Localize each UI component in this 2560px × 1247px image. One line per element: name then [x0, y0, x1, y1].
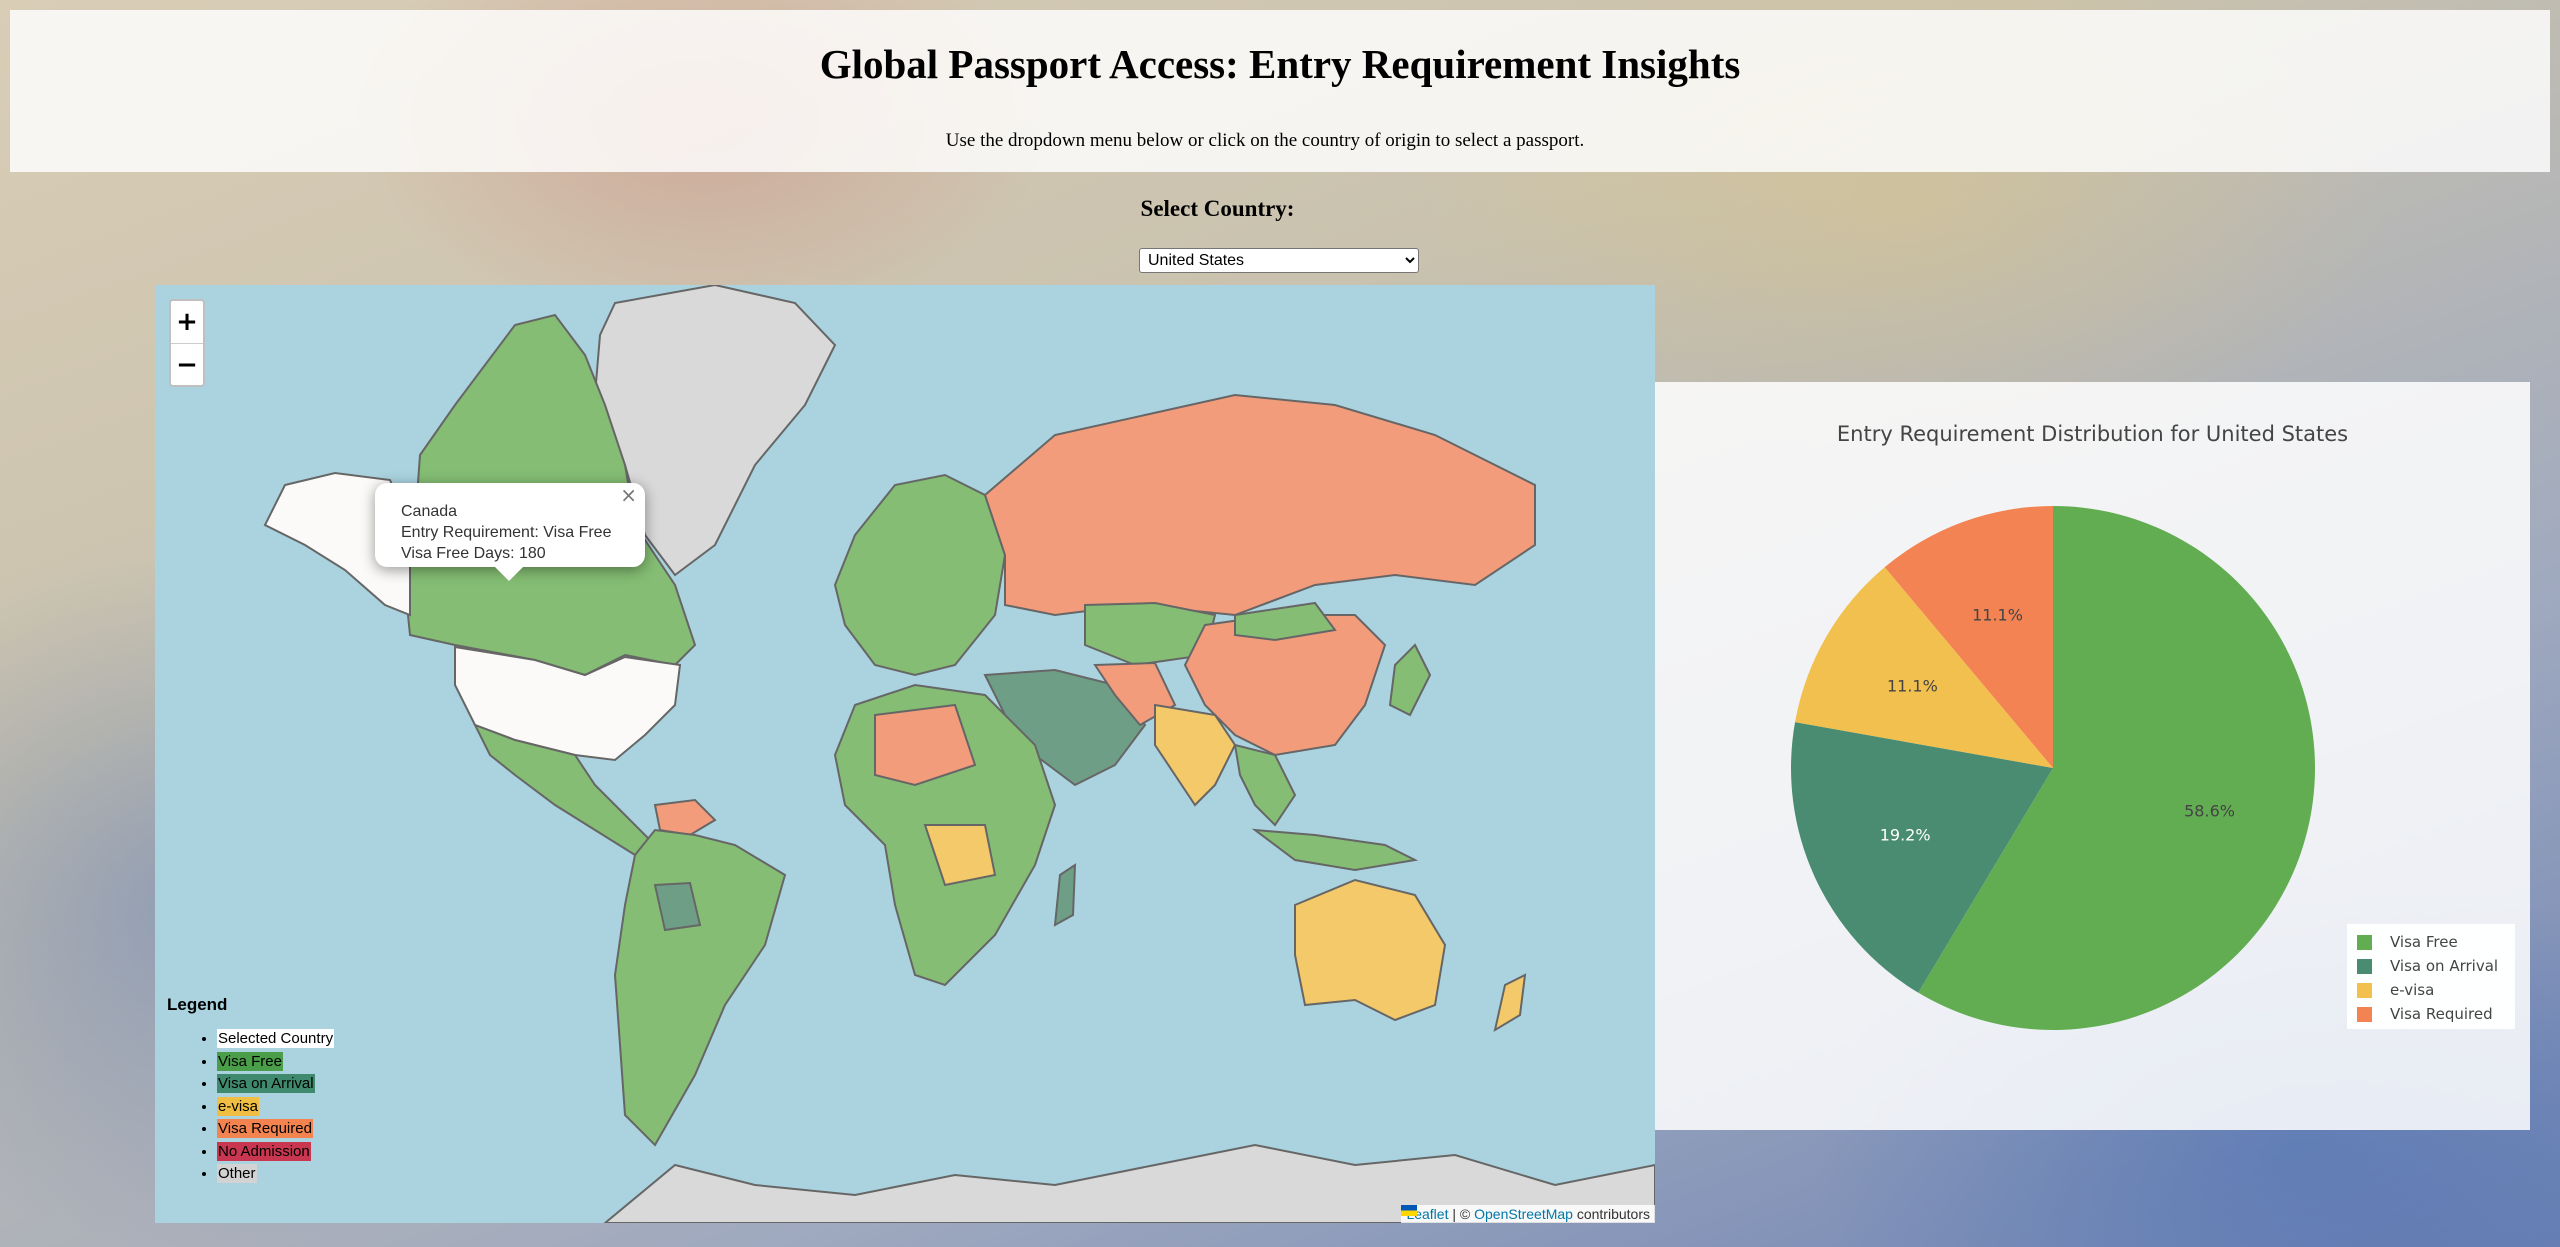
- zoom-in-button[interactable]: +: [176, 307, 198, 337]
- legend-item-label: No Admission: [217, 1141, 311, 1161]
- pie-slice-visa-free[interactable]: [1918, 506, 2315, 1030]
- pie-slice-label: 58.6%: [2184, 801, 2235, 820]
- region-antarctica[interactable]: [603, 1143, 1655, 1223]
- country-popup: × Canada Entry Requirement: Visa Free Vi…: [375, 483, 645, 581]
- pie-slice-visa-required[interactable]: [1884, 506, 2053, 768]
- country-australia[interactable]: [1294, 878, 1447, 1022]
- pie-slice-label: 19.2%: [1880, 825, 1931, 844]
- legend-list: Selected Country Visa Free Visa on Arrival…: [167, 1029, 367, 1187]
- country-russia[interactable]: [983, 393, 1536, 617]
- legend-title: Legend: [167, 995, 228, 1014]
- pie-legend: Visa Free Visa on Arrival e-visa Visa Requi…: [2347, 924, 2515, 1029]
- country-bolivia[interactable]: [653, 881, 702, 932]
- legend-item-label: e-visa: [217, 1096, 260, 1116]
- popup-requirement: Entry Requirement: Visa Free: [401, 524, 612, 541]
- attribution-suffix: contributors: [1576, 1206, 1650, 1222]
- world-map[interactable]: + − × Canada Entry Requirement: Visa Fre…: [155, 285, 1655, 1223]
- country-madagascar[interactable]: [1053, 863, 1077, 927]
- select-country-label: Select Country:: [1140, 196, 1295, 221]
- page-subtitle: Use the dropdown menu below or click on …: [945, 130, 1585, 151]
- zoom-out-button[interactable]: −: [171, 343, 203, 386]
- map-canvas[interactable]: [155, 285, 1655, 1223]
- legend-item-label: Visa Free: [217, 1051, 283, 1071]
- pie-legend-label: e-visa: [2390, 981, 2435, 999]
- page-title: Global Passport Access: Entry Requiremen…: [819, 41, 1741, 87]
- pie-legend-item[interactable]: Visa Free: [2357, 930, 2515, 954]
- chart-title: Entry Requirement Distribution for Unite…: [1836, 422, 2349, 446]
- legend-item-label: Other: [217, 1164, 257, 1183]
- region-north-africa-visa[interactable]: [874, 703, 977, 787]
- pie-slice-e-visa[interactable]: [1795, 567, 2053, 768]
- legend-item-label: Visa on Arrival: [217, 1074, 315, 1093]
- country-alaska[interactable]: [263, 471, 411, 617]
- pie-slice-visa-on-arrival[interactable]: [1791, 722, 2053, 993]
- pie-legend-label: Visa Free: [2390, 933, 2458, 951]
- zoom-control: + −: [169, 299, 205, 387]
- pie-legend-item[interactable]: Visa Required: [2357, 1002, 2515, 1026]
- pie-legend-label: Visa on Arrival: [2390, 957, 2499, 975]
- legend-item: Visa Required: [217, 1119, 367, 1142]
- region-indonesia[interactable]: [1251, 828, 1419, 872]
- pie-legend-swatch: [2357, 958, 2372, 974]
- country-venezuela[interactable]: [653, 798, 717, 837]
- pie-legend-swatch: [2357, 982, 2372, 998]
- attribution-separator: | ©: [1452, 1206, 1471, 1222]
- country-china[interactable]: [1183, 614, 1387, 757]
- pie-legend-item[interactable]: Visa on Arrival: [2357, 954, 2515, 978]
- pie-slice-label: 11.1%: [1887, 677, 1938, 696]
- pie-legend-label: Visa Required: [2390, 1005, 2493, 1023]
- region-south-america[interactable]: [613, 828, 787, 1147]
- legend-item: Visa Free: [217, 1051, 367, 1075]
- legend-item: Other: [217, 1164, 367, 1187]
- popup-country: Canada: [401, 503, 458, 520]
- region-central-africa-evisa[interactable]: [923, 824, 997, 887]
- chart-panel: Entry Requirement Distribution for Unite…: [1655, 382, 2530, 1130]
- legend-item-label: Visa Required: [217, 1119, 313, 1138]
- pie-slice-label: 11.1%: [1972, 605, 2023, 624]
- country-mongolia[interactable]: [1234, 601, 1337, 642]
- popup-close-icon[interactable]: ×: [620, 483, 637, 507]
- region-europe[interactable]: [833, 473, 1007, 677]
- pie-legend-swatch: [2357, 1006, 2372, 1022]
- map-legend: Legend Selected Country Visa Free Visa on …: [167, 995, 367, 1187]
- legend-item: e-visa: [217, 1096, 367, 1120]
- pie-legend-swatch: [2357, 934, 2372, 950]
- popup-days: Visa Free Days: 180: [401, 545, 546, 562]
- pie-chart[interactable]: 58.6% 19.2% 11.1% 11.1%: [1655, 382, 2530, 1130]
- country-select[interactable]: United States: [1139, 248, 1419, 273]
- country-japan[interactable]: [1388, 643, 1432, 717]
- country-india[interactable]: [1154, 703, 1237, 807]
- legend-item: Visa on Arrival: [217, 1074, 367, 1097]
- legend-item: No Admission: [217, 1141, 367, 1165]
- region-southeast-asia[interactable]: [1233, 743, 1297, 827]
- openstreetmap-link[interactable]: OpenStreetMap: [1474, 1206, 1573, 1222]
- pie-legend-item[interactable]: e-visa: [2357, 978, 2515, 1002]
- legend-item: Selected Country: [217, 1029, 367, 1052]
- country-new-zealand[interactable]: [1493, 973, 1527, 1033]
- header-panel: Global Passport Access: Entry Requiremen…: [10, 10, 2550, 172]
- legend-item-label: Selected Country: [217, 1029, 335, 1048]
- map-attribution: Leaflet | © OpenStreetMap contributors: [1401, 1205, 1655, 1223]
